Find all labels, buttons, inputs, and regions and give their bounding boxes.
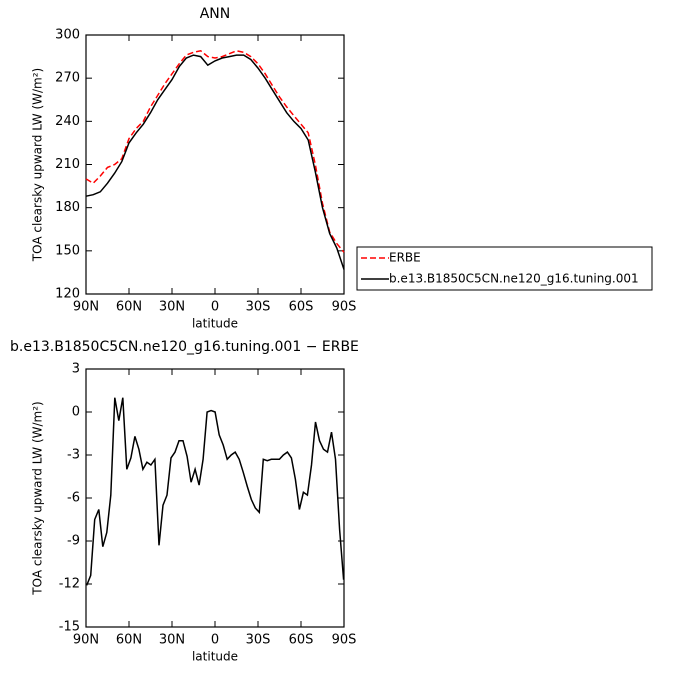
y-tick-label: 120: [55, 287, 80, 302]
y-tick-label: 210: [55, 157, 80, 172]
data-line: [86, 397, 345, 586]
y-tick-label: 3: [72, 362, 80, 377]
y-tick-label: 150: [55, 243, 80, 258]
chart-title: b.e13.B1850C5CN.ne120_g16.tuning.001 − E…: [10, 339, 359, 355]
plot-frame: [85, 368, 345, 628]
x-tick-label: 30S: [246, 633, 271, 648]
y-tick-label: -6: [67, 491, 80, 506]
y-tick-label: 300: [55, 28, 80, 43]
y-axis-label: TOA clearsky upward LW (W/m²): [31, 68, 45, 262]
x-tick-label: 90N: [73, 633, 99, 648]
y-axis-label: TOA clearsky upward LW (W/m²): [31, 401, 45, 595]
y-tick-label: -3: [67, 448, 80, 463]
y-tick-label: 270: [55, 71, 80, 86]
x-tick-label: 0: [211, 633, 219, 648]
data-line: [85, 49, 345, 253]
legend-label: b.e13.B1850C5CN.ne120_g16.tuning.001: [389, 272, 639, 286]
legend-label: ERBE: [389, 251, 421, 265]
x-tick-label: 0: [211, 300, 219, 315]
y-tick-label: 240: [55, 114, 80, 129]
x-tick-label: 30S: [246, 300, 271, 315]
x-axis-label: latitude: [192, 317, 238, 331]
x-tick-label: 90S: [332, 633, 357, 648]
x-axis-label: latitude: [192, 650, 238, 664]
y-tick-label: 0: [72, 405, 80, 420]
y-tick-label: -15: [59, 620, 80, 635]
x-tick-label: 30N: [159, 633, 185, 648]
x-tick-label: 60S: [289, 633, 314, 648]
legend-box: [356, 246, 653, 291]
x-tick-label: 60S: [289, 300, 314, 315]
x-tick-label: 60N: [116, 633, 142, 648]
data-line: [85, 54, 345, 270]
x-tick-label: 90S: [332, 300, 357, 315]
y-tick-label: 180: [55, 200, 80, 215]
x-tick-label: 60N: [116, 300, 142, 315]
x-tick-label: 90N: [73, 300, 99, 315]
x-tick-label: 30N: [159, 300, 185, 315]
chart-title: ANN: [200, 6, 231, 22]
y-tick-label: -9: [67, 534, 80, 549]
y-tick-label: -12: [59, 577, 80, 592]
plot-frame: [85, 34, 345, 295]
